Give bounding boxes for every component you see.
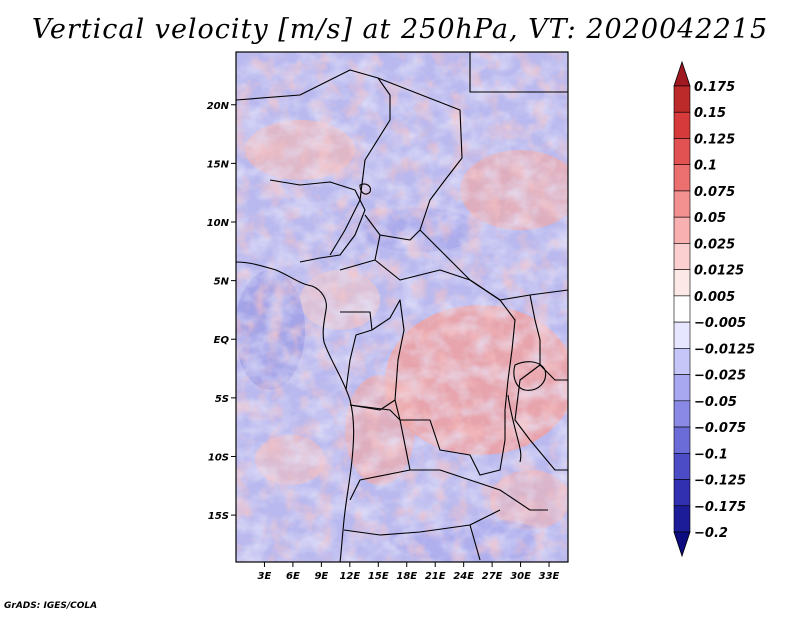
colorbar-bottom-triangle xyxy=(673,531,691,558)
colorbar-swatch xyxy=(673,426,691,454)
border-niger-chad xyxy=(236,69,391,256)
lon-tick-label: 3E xyxy=(258,571,272,582)
longitude-axis: 3E 6E 9E 12E 15E 18E 21E 24E 27E 30E 33E xyxy=(258,562,560,582)
colorbar-swatch xyxy=(673,400,691,428)
lat-tick-label: 15S xyxy=(208,511,229,522)
colorbar-label: −0.075 xyxy=(694,421,746,436)
colorbar-swatch xyxy=(673,85,691,113)
colorbar-label: −0.2 xyxy=(694,526,728,541)
coastlines-and-borders xyxy=(236,52,568,562)
colorbar-label: −0.0125 xyxy=(694,342,755,357)
border-southern xyxy=(343,509,501,561)
lat-tick-label: 10S xyxy=(208,452,229,463)
lon-tick-label: 6E xyxy=(286,571,300,582)
lon-tick-label: 9E xyxy=(314,571,328,582)
border-congo-drc xyxy=(340,299,405,411)
colorbar-swatch xyxy=(673,374,691,402)
colorbar-label: 0.025 xyxy=(694,237,735,252)
colorbar-label: −0.005 xyxy=(694,316,746,331)
colorbar-swatch xyxy=(673,243,691,270)
colorbar-swatch xyxy=(673,111,691,139)
lat-tick-label: 5N xyxy=(214,277,230,288)
colorbar-swatch xyxy=(673,190,691,218)
velocity-field xyxy=(236,52,568,562)
lat-tick-label: 10N xyxy=(207,218,230,229)
border-nigeria xyxy=(269,179,366,263)
border-libya-egypt xyxy=(469,52,568,93)
lon-tick-label: 12E xyxy=(339,571,360,582)
border-angola-zambia xyxy=(349,404,548,511)
colorbar: 0.175 0.15 0.125 0.1 0.075 0.05 0.025 0.0125 0.0… xyxy=(673,60,755,558)
lon-tick-label: 33E xyxy=(539,571,560,582)
lon-tick-label: 15E xyxy=(368,571,389,582)
lat-tick-label: 5S xyxy=(215,394,229,405)
lon-tick-label: 30E xyxy=(510,571,531,582)
colorbar-label: −0.025 xyxy=(694,369,746,384)
lake-chad xyxy=(359,183,371,195)
border-east-africa xyxy=(514,294,568,471)
grads-credit: GrADS: IGES/COLA xyxy=(4,601,98,611)
colorbar-swatch xyxy=(673,505,691,533)
colorbar-label: −0.175 xyxy=(694,500,746,515)
colorbar-swatch xyxy=(673,479,691,507)
colorbar-label: 0.175 xyxy=(694,80,735,95)
lon-tick-label: 18E xyxy=(396,571,417,582)
lon-tick-label: 24E xyxy=(453,571,474,582)
latitude-axis: 20N 15N 10N 5N EQ 5S 10S 15S xyxy=(207,101,236,522)
lat-tick-label: 20N xyxy=(207,101,230,112)
map-title: Vertical velocity [m/s] at 250hPa, VT: 2… xyxy=(31,14,769,45)
lon-tick-label: 21E xyxy=(425,571,446,582)
map-frame xyxy=(235,51,569,563)
lon-tick-label: 27E xyxy=(482,571,503,582)
lake-victoria xyxy=(513,361,547,391)
colorbar-label: 0.1 xyxy=(694,159,717,174)
colorbar-label: 0.005 xyxy=(694,290,735,305)
colorbar-top-triangle xyxy=(673,60,691,87)
lat-tick-label: 15N xyxy=(207,159,230,170)
colorbar-label: −0.125 xyxy=(694,474,746,489)
colorbar-label: 0.125 xyxy=(694,132,735,147)
colorbar-label: −0.05 xyxy=(694,395,737,410)
colorbar-label: −0.1 xyxy=(694,447,728,462)
colorbar-swatch xyxy=(673,164,691,192)
colorbar-swatch xyxy=(673,138,691,166)
colorbar-label: 0.0125 xyxy=(694,264,744,279)
colorbar-swatch xyxy=(673,295,691,323)
border-drc-east xyxy=(394,279,516,476)
colorbar-label: 0.075 xyxy=(694,185,735,200)
colorbar-swatch xyxy=(673,269,691,297)
lake-tanganyika xyxy=(507,394,522,463)
lat-tick-label: EQ xyxy=(214,335,230,346)
colorbar-label: 0.05 xyxy=(694,211,726,226)
colorbar-swatch xyxy=(673,216,691,244)
colorbar-swatch xyxy=(673,348,691,375)
colorbar-swatch xyxy=(673,321,691,349)
coastline-west-africa xyxy=(236,261,355,562)
colorbar-swatch xyxy=(673,452,691,480)
colorbar-label: 0.15 xyxy=(694,106,726,121)
border-car xyxy=(339,214,471,281)
